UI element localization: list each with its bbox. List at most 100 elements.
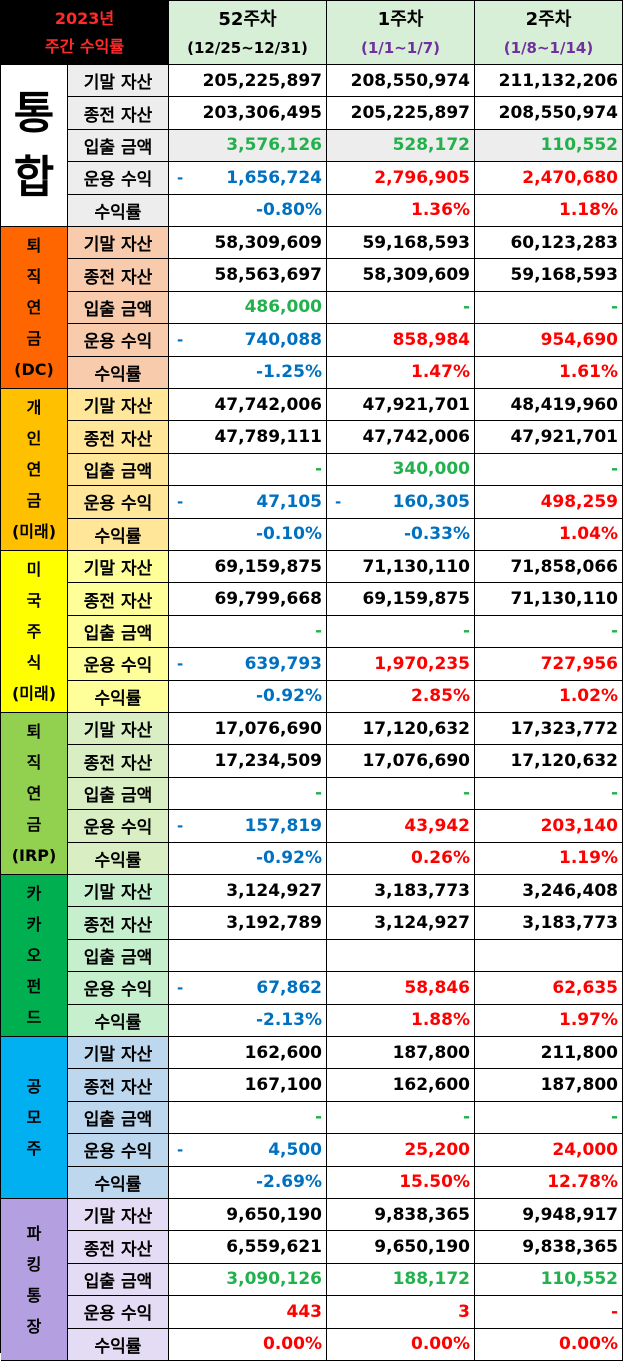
- value-cell[interactable]: 208,550,974: [475, 97, 623, 130]
- value-cell[interactable]: 69,159,875: [169, 551, 327, 584]
- row-label-cell[interactable]: 입출 금액: [68, 615, 169, 649]
- value-cell[interactable]: 47,921,701: [475, 421, 623, 454]
- value-cell[interactable]: 17,234,509: [169, 745, 327, 778]
- row-label-cell[interactable]: 기말 자산: [68, 227, 169, 260]
- value-cell[interactable]: 47,742,006: [327, 421, 475, 454]
- value-cell[interactable]: 167,100: [169, 1069, 327, 1102]
- value-cell[interactable]: 187,800: [327, 1037, 475, 1070]
- row-label-cell[interactable]: 수익률: [68, 356, 169, 389]
- row-label-cell[interactable]: 수익률: [68, 1328, 169, 1361]
- row-label-cell[interactable]: 수익률: [68, 518, 169, 551]
- value-cell[interactable]: 187,800: [475, 1069, 623, 1102]
- value-cell[interactable]: 3,124,927: [169, 875, 327, 908]
- row-label-cell[interactable]: 종전 자산: [68, 907, 169, 940]
- row-label-cell[interactable]: 기말 자산: [68, 875, 169, 908]
- value-cell[interactable]: 69,799,668: [169, 583, 327, 616]
- value-cell[interactable]: - 67,862: [169, 972, 327, 1005]
- value-cell[interactable]: -: [327, 777, 475, 811]
- value-cell[interactable]: 203,306,495: [169, 97, 327, 130]
- value-cell[interactable]: 205,225,897: [169, 65, 327, 98]
- value-cell[interactable]: 727,956: [475, 648, 623, 681]
- value-cell[interactable]: 3,124,927: [327, 907, 475, 940]
- row-label-cell[interactable]: 운용 수익: [68, 162, 169, 195]
- value-cell[interactable]: 47,742,006: [169, 389, 327, 422]
- row-label-cell[interactable]: 종전 자산: [68, 97, 169, 130]
- value-cell[interactable]: -2.13%: [169, 1004, 327, 1037]
- value-cell[interactable]: 17,120,632: [327, 713, 475, 746]
- value-cell[interactable]: 3,090,126: [169, 1263, 327, 1297]
- value-cell[interactable]: 162,600: [169, 1037, 327, 1070]
- row-label-cell[interactable]: 종전 자산: [68, 1231, 169, 1264]
- value-cell[interactable]: 62,635: [475, 972, 623, 1005]
- value-cell[interactable]: 1.19%: [475, 842, 623, 875]
- value-cell[interactable]: -: [327, 1101, 475, 1135]
- value-cell[interactable]: 0.00%: [327, 1328, 475, 1361]
- value-cell[interactable]: 43,942: [327, 810, 475, 843]
- value-cell[interactable]: -2.69%: [169, 1166, 327, 1199]
- value-cell[interactable]: 0.00%: [169, 1328, 327, 1361]
- row-label-cell[interactable]: 입출 금액: [68, 129, 169, 163]
- value-cell[interactable]: - 160,305: [327, 486, 475, 519]
- row-label-cell[interactable]: 운용 수익: [68, 486, 169, 519]
- row-label-cell[interactable]: 운용 수익: [68, 324, 169, 357]
- row-label-cell[interactable]: 종전 자산: [68, 1069, 169, 1102]
- value-cell[interactable]: 188,172: [327, 1263, 475, 1297]
- value-cell[interactable]: 110,552: [475, 129, 623, 163]
- value-cell[interactable]: 17,076,690: [169, 713, 327, 746]
- value-cell[interactable]: 58,846: [327, 972, 475, 1005]
- value-cell[interactable]: 58,309,609: [169, 227, 327, 260]
- value-cell[interactable]: 9,650,190: [327, 1231, 475, 1264]
- value-cell[interactable]: 47,789,111: [169, 421, 327, 454]
- value-cell[interactable]: 3: [327, 1296, 475, 1329]
- value-cell[interactable]: -: [327, 291, 475, 325]
- value-cell[interactable]: 211,132,206: [475, 65, 623, 98]
- value-cell[interactable]: 1.88%: [327, 1004, 475, 1037]
- value-cell[interactable]: - 1,656,724: [169, 162, 327, 195]
- value-cell[interactable]: 486,000: [169, 291, 327, 325]
- value-cell[interactable]: [327, 939, 475, 973]
- value-cell[interactable]: 12.78%: [475, 1166, 623, 1199]
- value-cell[interactable]: 110,552: [475, 1263, 623, 1297]
- value-cell[interactable]: -: [169, 615, 327, 649]
- value-cell[interactable]: 0.00%: [475, 1328, 623, 1361]
- value-cell[interactable]: 69,159,875: [327, 583, 475, 616]
- value-cell[interactable]: 1.18%: [475, 194, 623, 227]
- value-cell[interactable]: 1.47%: [327, 356, 475, 389]
- row-label-cell[interactable]: 입출 금액: [68, 777, 169, 811]
- value-cell[interactable]: 71,130,110: [327, 551, 475, 584]
- value-cell[interactable]: 9,948,917: [475, 1199, 623, 1232]
- value-cell[interactable]: 71,858,066: [475, 551, 623, 584]
- value-cell[interactable]: -: [327, 615, 475, 649]
- row-label-cell[interactable]: 기말 자산: [68, 1199, 169, 1232]
- row-label-cell[interactable]: 운용 수익: [68, 1134, 169, 1167]
- value-cell[interactable]: -: [169, 1101, 327, 1135]
- value-cell[interactable]: 1.02%: [475, 680, 623, 713]
- value-cell[interactable]: 211,800: [475, 1037, 623, 1070]
- value-cell[interactable]: 48,419,960: [475, 389, 623, 422]
- row-label-cell[interactable]: 입출 금액: [68, 939, 169, 973]
- value-cell[interactable]: 1.36%: [327, 194, 475, 227]
- value-cell[interactable]: -1.25%: [169, 356, 327, 389]
- row-label-cell[interactable]: 수익률: [68, 1166, 169, 1199]
- value-cell[interactable]: [475, 939, 623, 973]
- value-cell[interactable]: 498,259: [475, 486, 623, 519]
- value-cell[interactable]: 1,970,235: [327, 648, 475, 681]
- value-cell[interactable]: 1.04%: [475, 518, 623, 551]
- value-cell[interactable]: 59,168,593: [475, 259, 623, 292]
- value-cell[interactable]: 58,309,609: [327, 259, 475, 292]
- value-cell[interactable]: 24,000: [475, 1134, 623, 1167]
- row-label-cell[interactable]: 기말 자산: [68, 713, 169, 746]
- group-title-us-stocks[interactable]: 미 국 주 식 (미래): [1, 551, 68, 713]
- week-header-2[interactable]: 2주차 (1/8~1/14): [475, 1, 623, 65]
- value-cell[interactable]: 3,183,773: [475, 907, 623, 940]
- row-label-cell[interactable]: 수익률: [68, 680, 169, 713]
- value-cell[interactable]: -0.33%: [327, 518, 475, 551]
- value-cell[interactable]: 17,120,632: [475, 745, 623, 778]
- value-cell[interactable]: 60,123,283: [475, 227, 623, 260]
- row-label-cell[interactable]: 운용 수익: [68, 810, 169, 843]
- value-cell[interactable]: 2,796,905: [327, 162, 475, 195]
- row-label-cell[interactable]: 종전 자산: [68, 421, 169, 454]
